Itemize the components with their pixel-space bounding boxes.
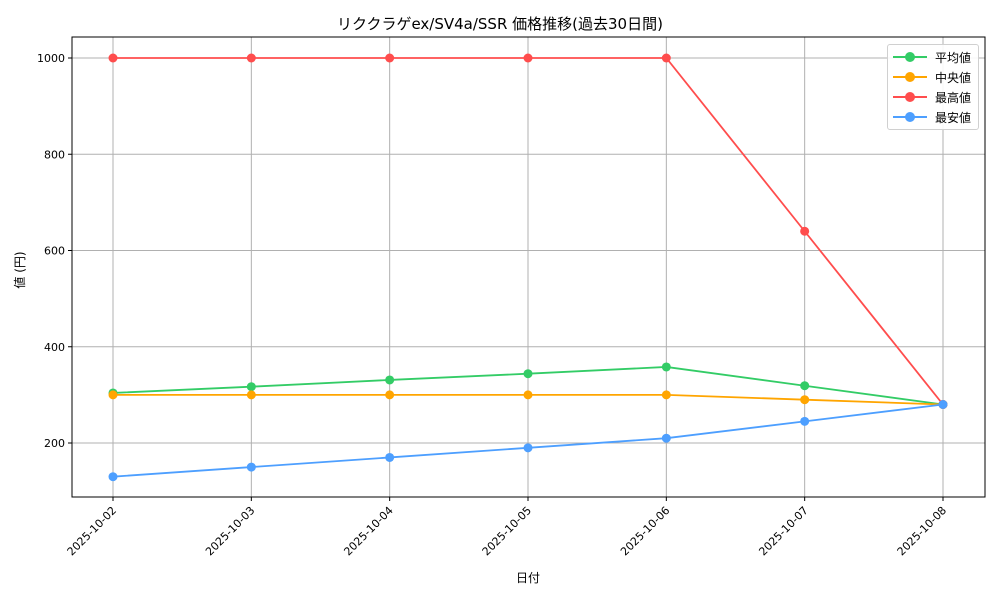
chart-title: リククラゲex/SV4a/SSR 価格推移(過去30日間) xyxy=(337,15,663,33)
y-axis-label: 値 (円) xyxy=(12,251,27,288)
legend-item: 最安値 xyxy=(888,107,978,127)
data-point xyxy=(108,390,118,400)
legend-item: 最高値 xyxy=(888,87,978,107)
data-point xyxy=(938,400,948,409)
series-line xyxy=(108,400,948,482)
data-point xyxy=(800,226,810,236)
data-point xyxy=(523,443,533,453)
data-point xyxy=(246,390,256,400)
x-axis-ticks: 2025-10-02 2025-10-03 2025-10-04 2025-10-05… xyxy=(65,497,949,558)
data-point xyxy=(246,382,256,392)
data-point xyxy=(385,375,395,385)
y-tick-label: 200 xyxy=(44,437,65,450)
x-tick-label: 2025-10-02 xyxy=(65,504,119,558)
data-point xyxy=(385,452,395,462)
y-tick-label: 800 xyxy=(44,148,65,161)
data-point xyxy=(523,369,533,379)
data-point xyxy=(523,390,533,400)
legend-item: 平均値 xyxy=(888,47,978,67)
x-axis-label: 日付 xyxy=(516,571,540,585)
data-point xyxy=(800,395,810,405)
x-tick-label: 2025-10-06 xyxy=(618,504,672,558)
legend-item: 中央値 xyxy=(888,67,978,87)
x-tick-label: 2025-10-05 xyxy=(480,504,534,558)
chart-legend: 平均値 中央値 最高値 最安値 xyxy=(887,44,979,130)
y-axis-ticks: 200 400 600 800 1000 xyxy=(37,52,72,450)
data-point xyxy=(661,53,671,63)
grid-lines xyxy=(72,37,985,497)
legend-swatch-icon xyxy=(893,51,927,63)
x-tick-label: 2025-10-03 xyxy=(203,504,257,558)
legend-label: 中央値 xyxy=(935,70,972,85)
y-tick-label: 400 xyxy=(44,341,65,354)
data-point xyxy=(661,390,671,400)
data-point xyxy=(661,362,671,372)
legend-swatch-icon xyxy=(893,111,927,123)
legend-label: 最安値 xyxy=(935,110,972,125)
x-tick-label: 2025-10-04 xyxy=(341,504,395,558)
y-tick-label: 600 xyxy=(44,245,65,258)
y-tick-label: 1000 xyxy=(37,52,65,65)
legend-swatch-icon xyxy=(893,71,927,83)
data-point xyxy=(108,472,118,482)
x-tick-label: 2025-10-08 xyxy=(895,504,949,558)
data-point xyxy=(246,462,256,472)
data-point xyxy=(385,390,395,400)
data-point xyxy=(800,381,810,391)
data-point xyxy=(661,433,671,443)
data-point xyxy=(523,53,533,63)
data-point xyxy=(800,416,810,426)
legend-swatch-icon xyxy=(893,91,927,103)
series-line xyxy=(108,390,948,409)
x-tick-label: 2025-10-07 xyxy=(756,504,810,558)
data-point xyxy=(385,53,395,63)
data-point xyxy=(246,53,256,63)
legend-label: 平均値 xyxy=(935,50,972,65)
legend-label: 最高値 xyxy=(935,90,972,105)
data-series xyxy=(108,53,948,482)
data-point xyxy=(108,53,118,63)
